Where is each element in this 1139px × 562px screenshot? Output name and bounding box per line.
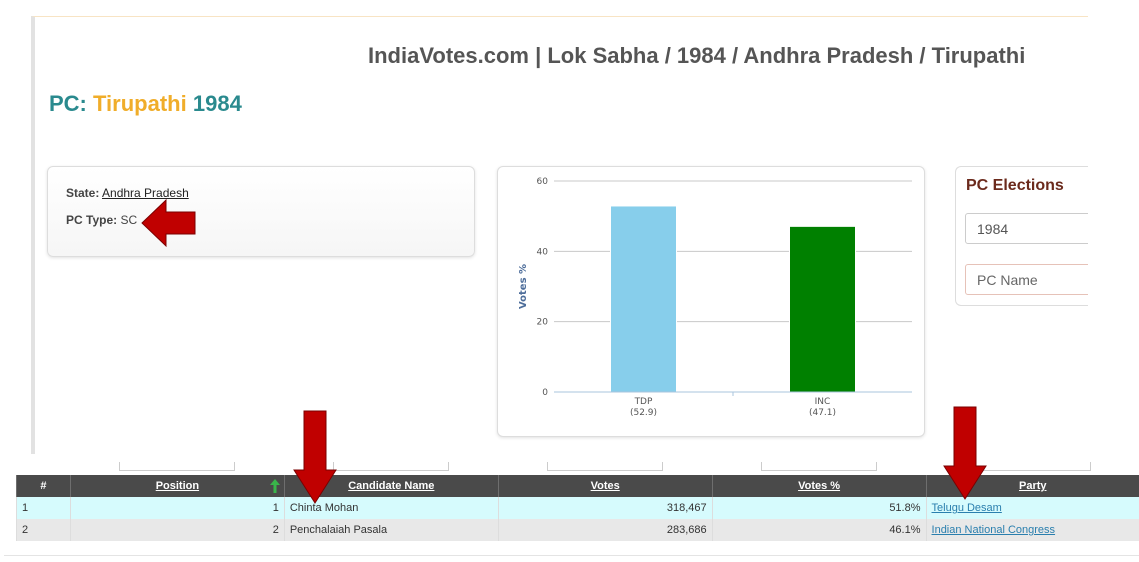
year-select[interactable]: 1984	[965, 213, 1088, 244]
row-number: 1	[16, 497, 71, 519]
pc-elections-panel: PC Elections 1984 PC Name	[955, 166, 1088, 306]
column-header-candidate[interactable]: Candidate Name	[283, 475, 499, 497]
row-position: 2	[69, 519, 285, 541]
column-header-number[interactable]: #	[16, 475, 71, 497]
column-header-party[interactable]: Party	[925, 475, 1139, 497]
column-header-votes-label[interactable]: Votes	[590, 480, 620, 492]
row-votes: 318,467	[497, 497, 713, 519]
y-tick-label: 20	[537, 318, 549, 328]
filter-input[interactable]	[119, 462, 235, 471]
filter-input[interactable]	[761, 462, 877, 471]
row-party: Telugu Desam	[925, 497, 1139, 519]
table-row: 1 1 Chinta Mohan 318,467 51.8% Telugu De…	[16, 497, 1139, 519]
vote-share-chart: 0 20 40 60 Votes % TDP (52.9) INC (47.1)	[497, 166, 925, 437]
results-table: # Position Candidate Name Votes Votes % …	[16, 475, 1139, 541]
x-tick-sublabel: (47.1)	[809, 408, 836, 418]
pc-year: 1984	[192, 91, 242, 116]
party-link[interactable]: Indian National Congress	[931, 524, 1056, 536]
x-tick-label: INC	[815, 397, 831, 407]
y-tick-label: 60	[537, 177, 549, 187]
column-header-position[interactable]: Position	[69, 475, 285, 497]
filter-input[interactable]	[975, 462, 1091, 471]
state-link[interactable]: Andhra Pradesh	[102, 186, 189, 200]
column-header-position-label[interactable]: Position	[155, 480, 200, 492]
column-header-votes-pct[interactable]: Votes %	[711, 475, 927, 497]
table-row: 2 2 Penchalaiah Pasala 283,686 46.1% Ind…	[16, 519, 1139, 541]
y-tick-label: 40	[537, 247, 549, 257]
column-header-party-label[interactable]: Party	[1018, 480, 1047, 492]
party-link[interactable]: Telugu Desam	[931, 502, 1002, 514]
row-candidate: Chinta Mohan	[283, 497, 499, 519]
x-tick-sublabel: (52.9)	[630, 408, 657, 418]
bar	[610, 205, 677, 393]
table-header-row: # Position Candidate Name Votes Votes % …	[16, 475, 1139, 497]
filter-input[interactable]	[547, 462, 663, 471]
pc-type-label: PC Type:	[66, 213, 118, 227]
bar	[789, 225, 856, 393]
row-votes-pct: 46.1%	[711, 519, 927, 541]
pc-info-box: State: Andhra Pradesh PC Type: SC	[47, 166, 475, 257]
annotation-arrow-down-icon	[293, 410, 337, 504]
column-header-votes[interactable]: Votes	[497, 475, 713, 497]
sort-up-icon[interactable]	[269, 479, 280, 493]
divider	[4, 555, 1139, 556]
row-number: 2	[16, 519, 71, 541]
pc-name-select[interactable]: PC Name	[965, 264, 1088, 295]
state-label: State:	[66, 186, 100, 200]
page-header: IndiaVotes.com | Lok Sabha / 1984 / Andh…	[368, 43, 1026, 68]
pc-type-row: PC Type: SC	[66, 213, 137, 227]
row-votes-pct: 51.8%	[711, 497, 927, 519]
chart-canvas: 0 20 40 60 Votes % TDP(52.9) INC(47.1)	[518, 177, 912, 418]
state-row: State: Andhra Pradesh	[66, 186, 189, 200]
row-position: 1	[69, 497, 285, 519]
row-votes: 283,686	[497, 519, 713, 541]
column-header-candidate-label[interactable]: Candidate Name	[348, 480, 435, 492]
page-title: PC: Tirupathi 1984	[49, 91, 242, 117]
content-frame	[31, 16, 1088, 454]
annotation-arrow-left-icon	[141, 198, 196, 248]
x-tick-label: TDP	[634, 397, 653, 407]
row-party: Indian National Congress	[925, 519, 1139, 541]
pc-prefix: PC:	[49, 91, 87, 116]
pc-name: Tirupathi	[93, 91, 187, 116]
y-axis-label: Votes %	[518, 264, 529, 309]
pc-elections-title: PC Elections	[966, 177, 1064, 194]
row-candidate: Penchalaiah Pasala	[283, 519, 499, 541]
y-tick-label: 0	[542, 388, 548, 398]
column-header-votes-pct-label[interactable]: Votes %	[798, 480, 841, 492]
filter-input[interactable]	[333, 462, 449, 471]
pc-type-value: SC	[120, 213, 138, 227]
annotation-arrow-down-icon	[943, 406, 987, 500]
